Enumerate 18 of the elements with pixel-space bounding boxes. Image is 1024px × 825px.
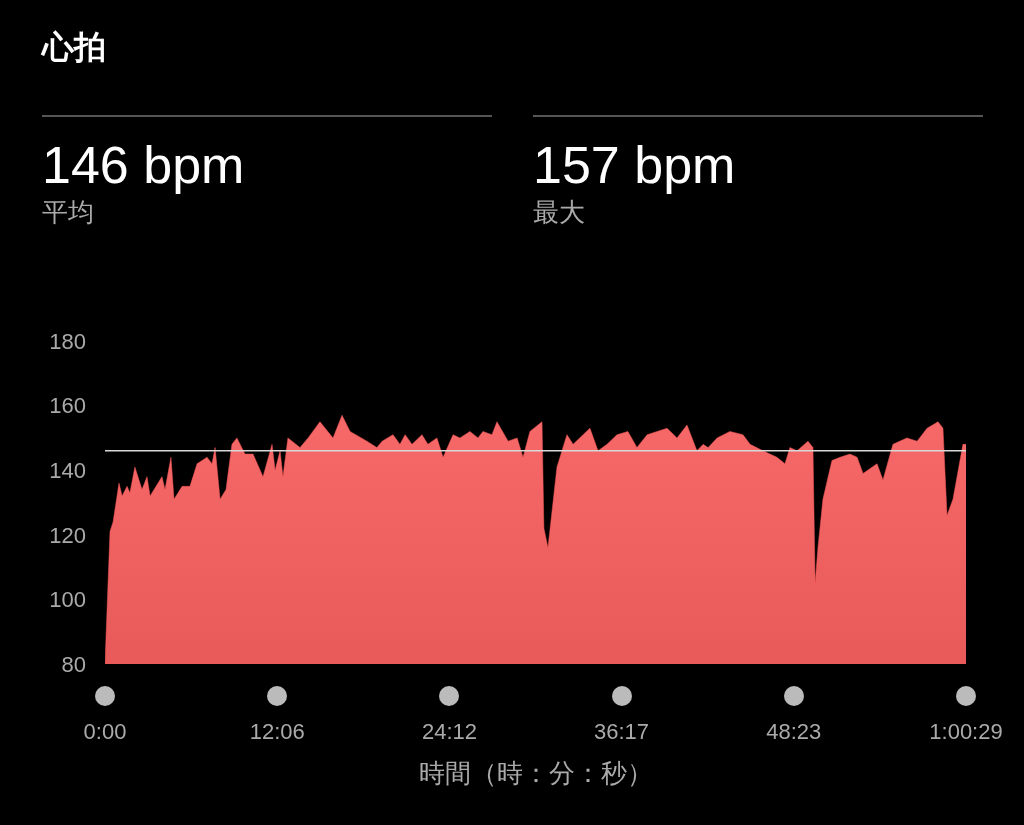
text: 157 bpm [533,136,736,194]
y-tick-label: 120 [49,522,86,548]
text: 146 bpm [42,136,245,194]
x-axis-title: 時間（時：分：秒） [418,757,653,788]
x-tick-label: 0:00 [83,719,127,744]
text: 最大 [533,196,586,229]
y-tick-label: 100 [49,587,86,613]
chart-title: 心拍 [42,27,106,68]
x-tick-label: 24:12 [421,719,478,744]
y-tick-label: 160 [49,393,86,419]
x-tick-label: 36:17 [593,719,650,744]
text: 平均 [42,196,95,229]
y-tick-label: 140 [49,457,86,483]
x-tick-label: 1:00:29 [929,719,1003,744]
x-tick-label: 12:06 [249,719,305,744]
y-tick-label: 80 [61,651,86,677]
y-tick-label: 180 [49,328,86,354]
x-tick-label: 48:23 [766,719,822,744]
